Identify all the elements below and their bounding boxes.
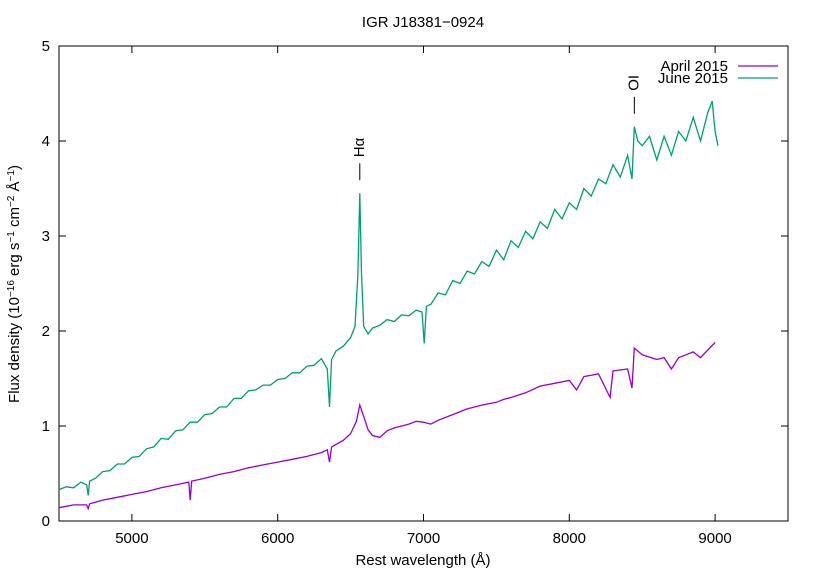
series-line — [58, 100, 719, 496]
legend-label: April 2015 — [660, 58, 728, 75]
y-tick-label: 2 — [42, 323, 50, 340]
x-tick-label: 9000 — [698, 530, 731, 547]
annotation-label: Hα — [351, 137, 368, 157]
y-axis-label-part: −1 — [6, 231, 17, 243]
x-tick-label: 7000 — [407, 530, 440, 547]
y-axis-label-part: −2 — [6, 195, 17, 207]
y-axis-label: Flux density (10−16 erg s−1 cm−2 Å−1) — [6, 165, 24, 403]
y-axis-label-part: erg s — [6, 243, 23, 281]
y-axis-label-part: Flux density (10 — [6, 297, 23, 403]
x-tick-label: 6000 — [261, 530, 294, 547]
y-tick-label: 3 — [42, 228, 50, 245]
x-tick-label: 8000 — [553, 530, 586, 547]
x-tick-label: 5000 — [115, 530, 148, 547]
y-tick-label: 1 — [42, 418, 50, 435]
y-tick-label: 5 — [42, 38, 50, 55]
x-axis-label: Rest wavelength (Å) — [355, 552, 490, 569]
y-axis-label-part: ) — [6, 165, 23, 170]
y-axis-label-part: −16 — [6, 280, 17, 297]
y-axis-label-part: −1 — [6, 170, 17, 182]
y-axis-label-part: cm — [6, 207, 23, 231]
legend-label: June 2015 — [658, 70, 728, 87]
chart-title: IGR J18381−0924 — [362, 14, 484, 31]
annotation-label: OI — [625, 75, 642, 91]
plot-frame — [58, 45, 789, 522]
y-tick-label: 0 — [42, 513, 50, 530]
y-axis-label-part: Å — [6, 181, 23, 195]
y-tick-label: 4 — [42, 133, 50, 150]
series-line — [58, 341, 716, 511]
